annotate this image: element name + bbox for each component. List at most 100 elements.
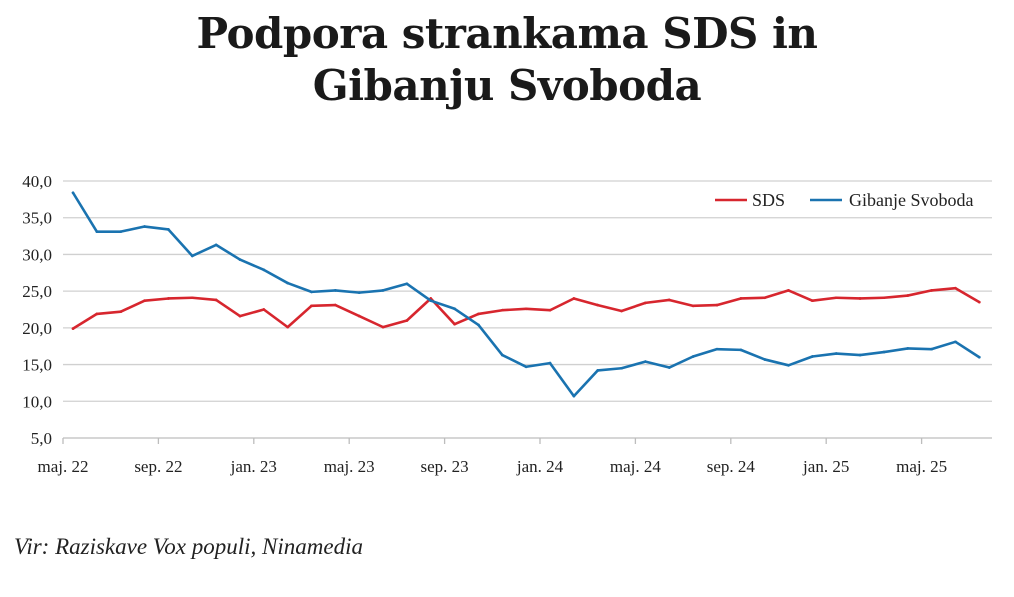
series-sds-point — [930, 289, 933, 292]
y-tick-label: 30,0 — [22, 245, 52, 264]
series-gibanje-svoboda-segment — [238, 258, 266, 272]
series-sds-segment — [667, 298, 695, 308]
series-gibanje-svoboda-segment — [405, 282, 433, 302]
series-gibanje-svoboda-point — [477, 323, 480, 327]
y-tick-label: 5,0 — [31, 429, 52, 448]
series-gibanje-svoboda-point — [381, 289, 385, 292]
series-gibanje-svoboda-point — [286, 281, 289, 285]
y-tick-label: 10,0 — [22, 392, 52, 411]
series-sds-point — [477, 312, 480, 316]
series-gibanje-svoboda-segment — [477, 323, 504, 357]
series-sds-segment — [882, 294, 910, 300]
series-sds-point — [524, 307, 528, 311]
series-gibanje-svoboda-point — [405, 282, 409, 286]
series-sds-point — [954, 286, 957, 290]
series-sds-segment — [930, 286, 957, 292]
series-gibanje-svoboda-point — [71, 191, 75, 195]
series-sds-point — [381, 325, 385, 329]
x-tick-label: maj. 25 — [896, 457, 947, 476]
series-gibanje-svoboda-segment — [572, 369, 600, 398]
series-gibanje-svoboda-point — [763, 358, 766, 361]
series-sds-point — [787, 289, 790, 292]
series-gibanje-svoboda-segment — [858, 350, 886, 357]
series-sds-segment — [572, 297, 600, 307]
series-gibanje-svoboda-segment — [524, 361, 552, 369]
series-sds-point — [143, 299, 146, 302]
series-gibanje-svoboda-point — [501, 353, 504, 357]
x-tick-label: maj. 22 — [38, 457, 89, 476]
series-sds-segment — [596, 303, 623, 313]
series-sds-point — [501, 308, 504, 312]
series-gibanje-svoboda-segment — [548, 361, 576, 398]
x-tick-label: sep. 23 — [421, 457, 469, 476]
series-gibanje-svoboda-segment — [644, 360, 671, 369]
x-tick-label: jan. 23 — [230, 457, 277, 476]
series-sds-segment — [811, 296, 838, 302]
series-sds-segment — [858, 296, 886, 300]
series-gibanje-svoboda-point — [620, 366, 623, 370]
series-sds-segment — [71, 312, 99, 330]
y-tick-label: 15,0 — [22, 356, 52, 375]
series-gibanje-svoboda-point — [930, 347, 933, 351]
x-tick-label: sep. 22 — [134, 457, 182, 476]
series-sds-point — [238, 314, 242, 318]
series-gibanje-svoboda-segment — [310, 289, 337, 294]
series-sds-segment — [524, 307, 552, 312]
series-sds-point — [167, 297, 170, 300]
series-gibanje-svoboda-segment — [834, 352, 862, 357]
series-sds-segment — [119, 299, 146, 314]
series-sds-segment — [691, 303, 719, 308]
y-tick-label: 20,0 — [22, 319, 52, 338]
series-sds-point — [620, 309, 623, 313]
source-note: Vir: Raziskave Vox populi, Ninamedia — [14, 534, 363, 559]
series-sds-point — [95, 312, 99, 316]
series-gibanje-svoboda-segment — [214, 243, 242, 261]
series-gibanje-svoboda-point — [334, 289, 337, 292]
series-gibanje-svoboda-segment — [954, 340, 981, 359]
series-sds-segment — [834, 296, 862, 300]
series-gibanje-svoboda-segment — [357, 289, 385, 294]
series-sds-point — [548, 308, 552, 312]
series-sds-point — [214, 298, 218, 302]
series-sds-point — [71, 327, 75, 330]
x-tick-label: maj. 23 — [324, 457, 375, 476]
x-tick-label: sep. 24 — [707, 457, 756, 476]
series-gibanje-svoboda-point — [882, 350, 886, 354]
series-gibanje-svoboda-point — [858, 353, 862, 357]
y-tick-label: 40,0 — [22, 172, 52, 191]
series-gibanje-svoboda-point — [190, 254, 194, 258]
series-sds-segment — [310, 303, 337, 308]
series-sds-point — [667, 298, 671, 302]
series-sds-point — [644, 301, 647, 305]
series-gibanje-svoboda-point — [667, 366, 671, 369]
x-tick-label: maj. 24 — [610, 457, 661, 476]
series-sds-segment — [477, 308, 504, 316]
series-sds-point — [286, 325, 289, 329]
series-sds-segment — [453, 312, 480, 326]
series-gibanje-svoboda-segment — [811, 352, 838, 358]
series-sds-segment — [262, 308, 289, 329]
series-gibanje-svoboda-point — [596, 369, 600, 372]
series-gibanje-svoboda-segment — [596, 366, 623, 372]
series-sds-segment — [167, 296, 194, 300]
series-sds-point — [715, 303, 719, 307]
series-gibanje-svoboda-point — [811, 355, 814, 358]
title-line-1: Podpora strankama SDS in — [196, 9, 818, 58]
series-gibanje-svoboda-segment — [763, 358, 790, 367]
chart-title: Podpora strankama SDS in Gibanju Svoboda — [0, 8, 1014, 112]
series-gibanje-svoboda-point — [739, 348, 743, 352]
series-sds-point — [405, 319, 409, 322]
series-sds-segment — [334, 303, 361, 318]
series-gibanje-svoboda-point — [954, 340, 957, 344]
series-gibanje-svoboda-segment — [262, 268, 289, 285]
series-gibanje-svoboda-point — [524, 365, 528, 369]
series-gibanje-svoboda-segment — [381, 282, 409, 292]
series-gibanje-svoboda-segment — [119, 225, 146, 233]
series-gibanje-svoboda-point — [787, 364, 790, 367]
series-gibanje-svoboda-segment — [739, 348, 766, 361]
series-sds-point — [882, 296, 886, 300]
series-gibanje-svoboda-segment — [334, 289, 361, 294]
legend-label: SDS — [752, 190, 785, 210]
series-sds-segment — [405, 297, 433, 322]
